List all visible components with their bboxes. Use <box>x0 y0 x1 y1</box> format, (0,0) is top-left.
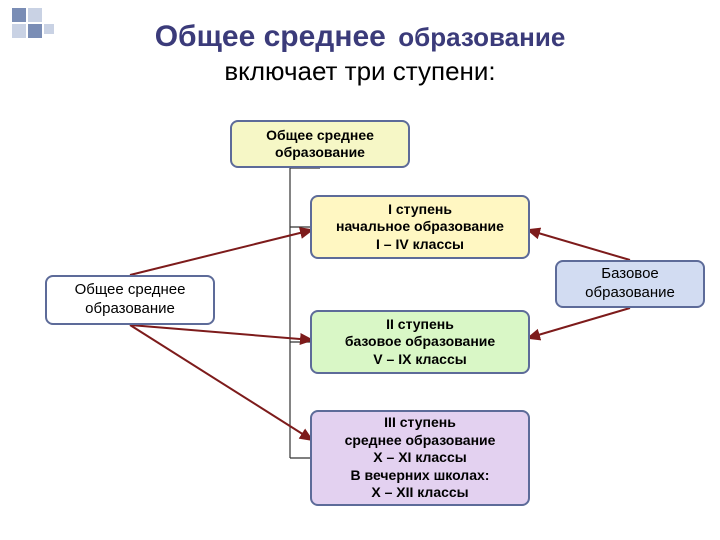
node-line: образование <box>236 144 404 162</box>
node-line: начальное образование <box>316 218 524 236</box>
node-line: В вечерних школах: <box>316 467 524 485</box>
node-stage3: III ступеньсреднее образованиеX – XI кла… <box>310 410 530 506</box>
decor-square <box>12 8 26 22</box>
node-line: X – XII классы <box>316 484 524 502</box>
decor-square <box>12 24 26 38</box>
node-line: X – XI классы <box>316 449 524 467</box>
node-line: образование <box>561 284 699 303</box>
decor-square <box>44 24 54 34</box>
node-line: V – IX классы <box>316 351 524 369</box>
node-line: Общее среднее <box>236 127 404 145</box>
node-line: Общее среднее <box>51 281 209 300</box>
node-line: III ступень <box>316 414 524 432</box>
decor-square <box>28 24 42 38</box>
node-line: базовое образование <box>316 333 524 351</box>
node-line: I – IV классы <box>316 236 524 254</box>
node-line: II ступень <box>316 316 524 334</box>
node-line: образование <box>51 300 209 319</box>
node-stage1: I ступеньначальное образованиеI – IV кла… <box>310 195 530 259</box>
node-stage2: II ступеньбазовое образованиеV – IX клас… <box>310 310 530 374</box>
node-left: Общее среднееобразование <box>45 275 215 325</box>
page-subtitle: включает три ступени: <box>0 56 720 87</box>
page-title: Общее среднее образование <box>0 20 720 54</box>
title-line1: Общее среднее <box>155 20 386 53</box>
node-line: среднее образование <box>316 432 524 450</box>
node-line: I ступень <box>316 201 524 219</box>
node-root: Общее среднееобразование <box>230 120 410 168</box>
decor-square <box>28 8 42 22</box>
node-right: Базовоеобразование <box>555 260 705 308</box>
node-line: Базовое <box>561 265 699 284</box>
title-line2: образование <box>398 22 565 52</box>
